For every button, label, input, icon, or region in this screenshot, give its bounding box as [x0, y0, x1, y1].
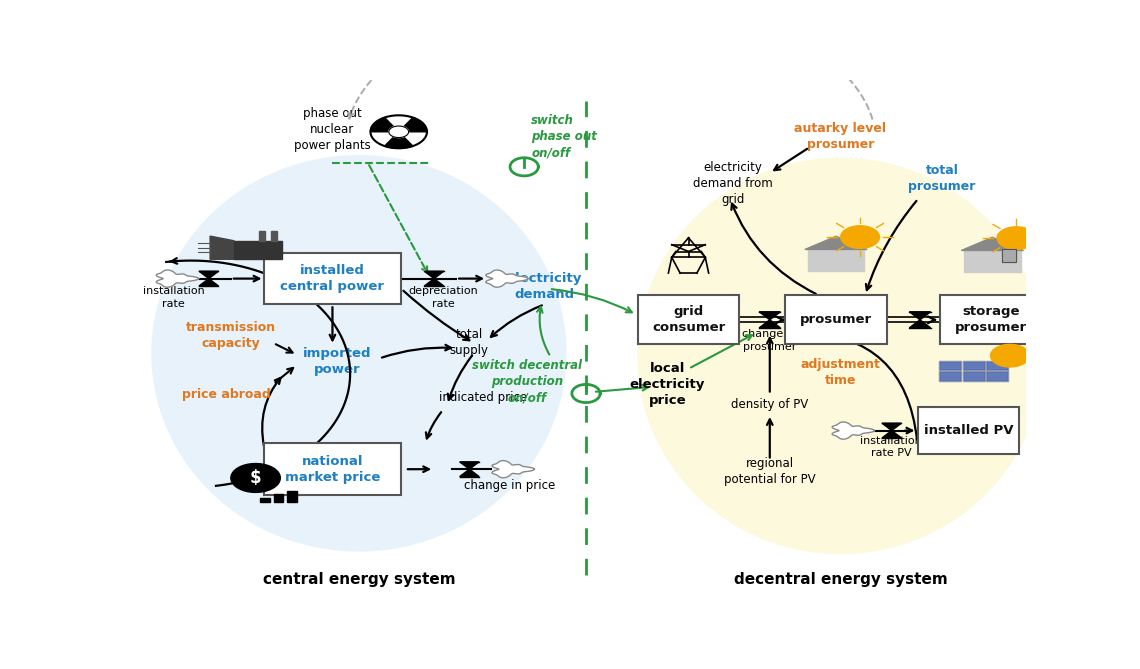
FancyBboxPatch shape: [264, 444, 401, 495]
FancyBboxPatch shape: [785, 295, 887, 345]
Text: change to
prosumer: change to prosumer: [742, 329, 798, 352]
Polygon shape: [998, 227, 1036, 250]
Text: phase out
nuclear
power plants: phase out nuclear power plants: [294, 107, 370, 152]
Polygon shape: [841, 225, 880, 248]
Text: grid
consumer: grid consumer: [652, 305, 725, 334]
Polygon shape: [986, 361, 1008, 371]
Text: local
electricity
price: local electricity price: [629, 362, 705, 407]
Polygon shape: [370, 118, 399, 132]
Polygon shape: [424, 278, 443, 286]
Text: switch
phase out
on/off: switch phase out on/off: [531, 114, 597, 159]
FancyBboxPatch shape: [939, 295, 1042, 345]
Text: regional
potential for PV: regional potential for PV: [724, 458, 815, 486]
Text: change in price: change in price: [464, 479, 555, 492]
FancyBboxPatch shape: [637, 295, 740, 345]
Polygon shape: [939, 371, 961, 381]
FancyBboxPatch shape: [918, 407, 1019, 454]
Text: adjustment
time: adjustment time: [800, 359, 880, 387]
Polygon shape: [200, 271, 219, 278]
FancyBboxPatch shape: [264, 253, 401, 304]
Text: installed
central power: installed central power: [280, 264, 384, 293]
Text: national
market price: national market price: [285, 455, 380, 484]
Polygon shape: [805, 236, 868, 250]
Text: switch decentral
production
on/off: switch decentral production on/off: [472, 359, 581, 404]
Text: decentral energy system: decentral energy system: [734, 573, 947, 587]
Polygon shape: [274, 494, 284, 502]
Polygon shape: [424, 271, 443, 278]
Polygon shape: [459, 462, 479, 469]
Text: total
prosumer: total prosumer: [909, 164, 976, 193]
Polygon shape: [287, 491, 296, 502]
Polygon shape: [963, 361, 985, 371]
Polygon shape: [200, 278, 219, 286]
Text: installation
rate PV: installation rate PV: [860, 436, 922, 458]
Polygon shape: [882, 431, 902, 438]
Text: installation
rate: installation rate: [142, 286, 204, 309]
Polygon shape: [156, 270, 198, 287]
Text: prosumer: prosumer: [800, 313, 872, 326]
Polygon shape: [991, 345, 1029, 367]
Polygon shape: [961, 237, 1024, 250]
Text: indicated price: indicated price: [439, 391, 527, 403]
Polygon shape: [832, 422, 874, 439]
Polygon shape: [389, 126, 408, 138]
Text: installed PV: installed PV: [923, 424, 1013, 437]
Text: electricity
demand from
grid: electricity demand from grid: [693, 161, 773, 206]
Polygon shape: [910, 320, 930, 328]
Polygon shape: [234, 241, 282, 260]
Polygon shape: [259, 231, 264, 241]
Polygon shape: [399, 118, 428, 132]
Text: autarky level
prosumer: autarky level prosumer: [795, 122, 887, 151]
Text: transmission
capacity: transmission capacity: [186, 320, 276, 350]
Polygon shape: [986, 371, 1008, 381]
Text: $: $: [250, 469, 261, 487]
Polygon shape: [1002, 249, 1017, 262]
Ellipse shape: [152, 155, 567, 552]
Polygon shape: [964, 250, 1020, 272]
Polygon shape: [882, 423, 902, 431]
Polygon shape: [459, 469, 479, 476]
Text: price abroad: price abroad: [182, 388, 271, 401]
Text: density of PV: density of PV: [731, 398, 808, 411]
Polygon shape: [210, 236, 234, 260]
Text: depreciation
rate: depreciation rate: [408, 286, 478, 309]
Polygon shape: [808, 250, 864, 271]
Polygon shape: [492, 460, 535, 478]
Polygon shape: [910, 312, 930, 320]
Text: storage
prosumer: storage prosumer: [954, 305, 1027, 334]
Polygon shape: [231, 464, 280, 492]
Polygon shape: [270, 231, 277, 241]
Polygon shape: [384, 132, 413, 149]
Polygon shape: [759, 320, 781, 328]
Polygon shape: [486, 270, 528, 287]
Text: total
supply: total supply: [450, 328, 489, 357]
Text: imported
power: imported power: [302, 347, 372, 375]
Polygon shape: [260, 498, 270, 502]
Text: central energy system: central energy system: [262, 573, 455, 587]
Polygon shape: [759, 312, 781, 320]
Polygon shape: [939, 361, 961, 371]
Text: electricity
demand: electricity demand: [507, 272, 583, 301]
Ellipse shape: [637, 157, 1044, 554]
Polygon shape: [963, 371, 985, 381]
